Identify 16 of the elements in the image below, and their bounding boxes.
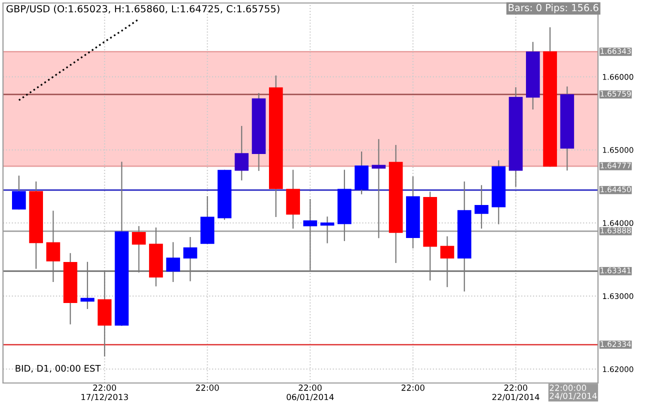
candlestick [354,152,369,194]
annotation: Bars: 0 Pips: 156.6 [508,4,598,14]
annotation: BID, D1, 00:00 EST [16,364,101,373]
candlestick [320,216,334,244]
line-series [18,18,140,102]
candlestick [372,139,386,238]
x-tick-label: 22:00 [402,384,424,391]
x-tick-label: 22:00 22/01/2014 [492,384,540,401]
x-tick-label: 22:00 17/12/2013 [81,384,128,401]
chart-title: GBP/USD (O:1.65023, H:1.65860, L:1.64725, C:1.65755) [6,4,280,14]
text: 22:00:00 24/01/2014 [550,384,597,400]
candlestick [12,176,26,210]
x-tick-label: 22:00 [196,384,219,391]
candlestick [234,126,249,180]
x-tick-label: 22:00 06/01/2014 [286,384,334,401]
candlestick [474,185,488,229]
